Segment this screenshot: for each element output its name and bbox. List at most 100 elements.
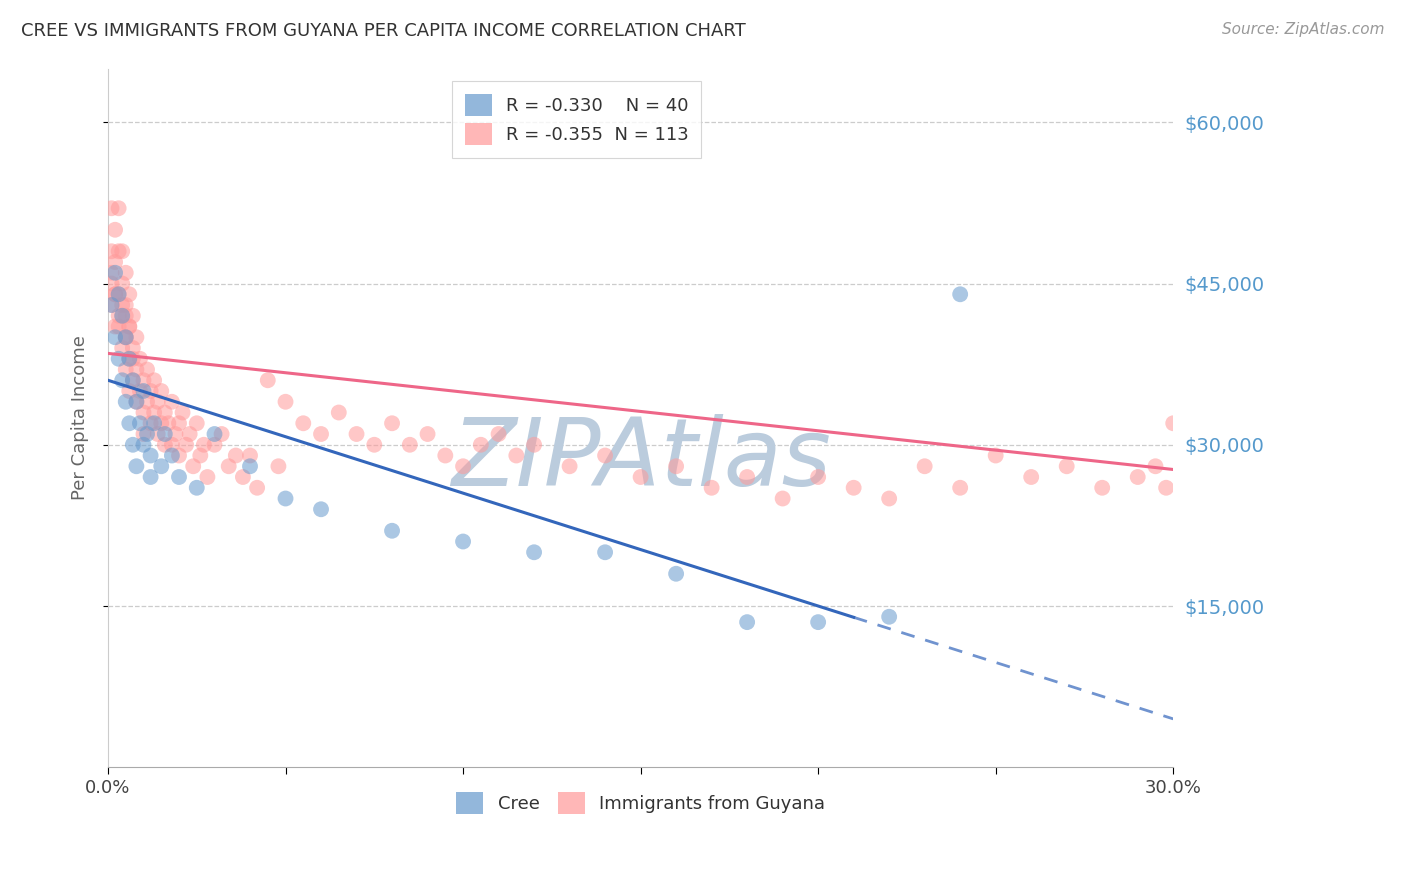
Point	[129, 384, 152, 398]
Point	[132, 373, 155, 387]
Point	[100, 298, 122, 312]
Point	[593, 449, 616, 463]
Point	[153, 405, 176, 419]
Point	[246, 481, 269, 495]
Point	[665, 459, 688, 474]
Point	[107, 244, 129, 259]
Point	[150, 417, 173, 431]
Point	[346, 427, 368, 442]
Point	[121, 351, 143, 366]
Point	[132, 405, 155, 419]
Point	[114, 309, 136, 323]
Point	[505, 449, 527, 463]
Point	[772, 491, 794, 506]
Point	[1161, 417, 1184, 431]
Y-axis label: Per Capita Income: Per Capita Income	[72, 335, 89, 500]
Point	[434, 449, 457, 463]
Point	[114, 362, 136, 376]
Point	[267, 459, 290, 474]
Point	[665, 566, 688, 581]
Point	[114, 394, 136, 409]
Point	[381, 417, 404, 431]
Point	[139, 449, 162, 463]
Point	[114, 330, 136, 344]
Point	[984, 449, 1007, 463]
Point	[523, 545, 546, 559]
Point	[197, 470, 219, 484]
Point	[700, 481, 723, 495]
Point	[118, 384, 141, 398]
Point	[111, 309, 134, 323]
Point	[735, 615, 758, 629]
Point	[523, 438, 546, 452]
Point	[118, 417, 141, 431]
Point	[807, 470, 830, 484]
Point	[1154, 481, 1177, 495]
Point	[114, 266, 136, 280]
Point	[1091, 481, 1114, 495]
Point	[118, 319, 141, 334]
Legend: Cree, Immigrants from Guyana: Cree, Immigrants from Guyana	[446, 780, 837, 824]
Point	[309, 502, 332, 516]
Point	[949, 287, 972, 301]
Point	[125, 394, 148, 409]
Point	[111, 298, 134, 312]
Point	[239, 459, 262, 474]
Point	[877, 491, 900, 506]
Point	[129, 351, 152, 366]
Point	[121, 373, 143, 387]
Point	[139, 417, 162, 431]
Point	[111, 244, 134, 259]
Point	[174, 438, 197, 452]
Point	[136, 362, 159, 376]
Point	[146, 394, 169, 409]
Point	[136, 394, 159, 409]
Point	[167, 449, 190, 463]
Point	[160, 394, 183, 409]
Point	[107, 319, 129, 334]
Point	[107, 287, 129, 301]
Point	[139, 470, 162, 484]
Point	[186, 481, 208, 495]
Point	[114, 298, 136, 312]
Point	[593, 545, 616, 559]
Text: CREE VS IMMIGRANTS FROM GUYANA PER CAPITA INCOME CORRELATION CHART: CREE VS IMMIGRANTS FROM GUYANA PER CAPIT…	[21, 22, 745, 40]
Point	[381, 524, 404, 538]
Point	[125, 394, 148, 409]
Point	[218, 459, 240, 474]
Point	[328, 405, 350, 419]
Point	[111, 373, 134, 387]
Point	[735, 470, 758, 484]
Point	[204, 427, 226, 442]
Point	[118, 319, 141, 334]
Point	[107, 201, 129, 215]
Point	[107, 309, 129, 323]
Point	[256, 373, 278, 387]
Point	[104, 266, 127, 280]
Point	[1126, 470, 1149, 484]
Text: ZIPAtlas: ZIPAtlas	[451, 414, 831, 505]
Point	[121, 438, 143, 452]
Point	[143, 417, 166, 431]
Point	[100, 298, 122, 312]
Point	[470, 438, 492, 452]
Point	[167, 417, 190, 431]
Point	[232, 470, 254, 484]
Point	[558, 459, 581, 474]
Point	[125, 459, 148, 474]
Point	[111, 341, 134, 355]
Point	[179, 427, 201, 442]
Point	[153, 427, 176, 442]
Point	[100, 201, 122, 215]
Point	[143, 405, 166, 419]
Point	[153, 438, 176, 452]
Point	[125, 362, 148, 376]
Point	[107, 287, 129, 301]
Point	[104, 287, 127, 301]
Point	[488, 427, 510, 442]
Point	[949, 481, 972, 495]
Point	[111, 277, 134, 291]
Point	[160, 438, 183, 452]
Point	[211, 427, 233, 442]
Point	[309, 427, 332, 442]
